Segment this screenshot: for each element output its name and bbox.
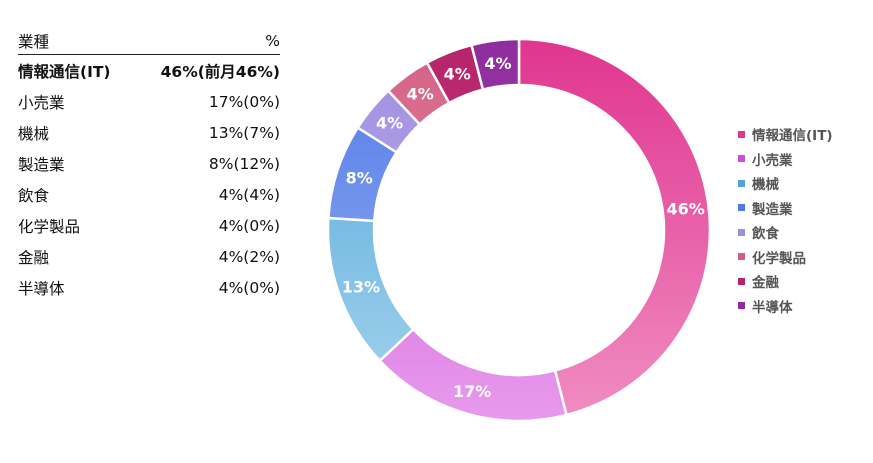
row-percent: 13%(7%) — [208, 123, 280, 142]
table-row: 化学製品 4%(0%) — [18, 210, 280, 241]
row-percent: 4%(0%) — [218, 278, 280, 297]
slice-7 — [469, 37, 521, 92]
table-row: 機械 13%(7%) — [18, 117, 280, 148]
legend-label: 小売業 — [752, 152, 793, 169]
row-category: 金融 — [18, 248, 50, 267]
table-row: 金融 4%(2%) — [18, 241, 280, 272]
table-row: 飲食 4%(4%) — [18, 179, 280, 210]
legend-label: 情報通信(IT) — [752, 128, 833, 145]
chart-legend: 情報通信(IT) 小売業機械製造業飲食化学製品金融半導体 — [738, 122, 833, 318]
legend-label: 化学製品 — [752, 250, 806, 267]
legend-swatch — [738, 277, 745, 285]
legend-item: 小売業 — [738, 147, 833, 172]
donut-chart-svg: 46%17%13%8%4%4%4%4% — [326, 37, 712, 423]
row-percent: 4%(0%) — [218, 216, 280, 235]
legend-label: 金融 — [752, 275, 779, 292]
slice-0 — [517, 37, 712, 417]
legend-item: 化学製品 — [738, 245, 833, 270]
row-percent: 4%(4%) — [218, 185, 280, 204]
table-header: 業種 % — [18, 28, 280, 55]
slice-label-7: 4% — [484, 54, 511, 73]
row-category: 化学製品 — [18, 217, 81, 236]
legend-item: 半導体 — [738, 294, 833, 319]
legend-item: 情報通信(IT) — [738, 122, 833, 147]
legend-swatch — [738, 130, 745, 138]
row-percent: 46%(前月46%) — [160, 62, 280, 81]
slice-label-3: 8% — [346, 169, 373, 188]
legend-item: 金融 — [738, 269, 833, 294]
legend-label: 製造業 — [752, 201, 793, 218]
row-percent: 4%(2%) — [218, 247, 280, 266]
legend-item: 飲食 — [738, 220, 833, 245]
row-percent: 8%(12%) — [208, 154, 280, 173]
legend-swatch — [738, 302, 745, 310]
legend-item: 機械 — [738, 171, 833, 196]
slice-label-4: 4% — [376, 113, 403, 132]
row-category: 飲食 — [18, 186, 50, 205]
legend-label: 半導体 — [752, 299, 793, 316]
legend-swatch — [738, 204, 745, 212]
slice-label-1: 17% — [453, 382, 491, 401]
header-percent: % — [265, 32, 280, 50]
row-category: 情報通信(IT) — [18, 62, 111, 81]
row-category: 半導体 — [18, 279, 65, 298]
legend-swatch — [738, 253, 745, 261]
table-row: 半導体 4%(0%) — [18, 272, 280, 303]
legend-swatch — [738, 179, 745, 187]
legend-swatch — [738, 228, 745, 236]
legend-label: 機械 — [752, 177, 779, 194]
legend-swatch — [738, 155, 745, 163]
table-row: 情報通信(IT) 46%(前月46%) — [18, 55, 280, 86]
slice-label-5: 4% — [407, 85, 434, 104]
header-category: 業種 — [18, 33, 50, 51]
row-category: 小売業 — [18, 93, 65, 112]
row-category: 製造業 — [18, 155, 65, 174]
table-row: 製造業 8%(12%) — [18, 148, 280, 179]
row-percent: 17%(0%) — [208, 92, 280, 111]
legend-label: 飲食 — [752, 226, 779, 243]
industry-table: 業種 % 情報通信(IT) 46%(前月46%) 小売業 17%(0%) 機械 13%(7… — [18, 28, 280, 303]
row-category: 機械 — [18, 124, 50, 143]
slice-1 — [377, 327, 569, 423]
donut-chart: 46% 17% 13% 8% 4% 4% 4% 4% — [320, 36, 730, 440]
slice-label-0: 46% — [667, 199, 705, 218]
slice-label-2: 13% — [342, 277, 380, 296]
table-row: 小売業 17%(0%) — [18, 86, 280, 117]
legend-item: 製造業 — [738, 196, 833, 221]
slice-label-6: 4% — [444, 64, 471, 83]
